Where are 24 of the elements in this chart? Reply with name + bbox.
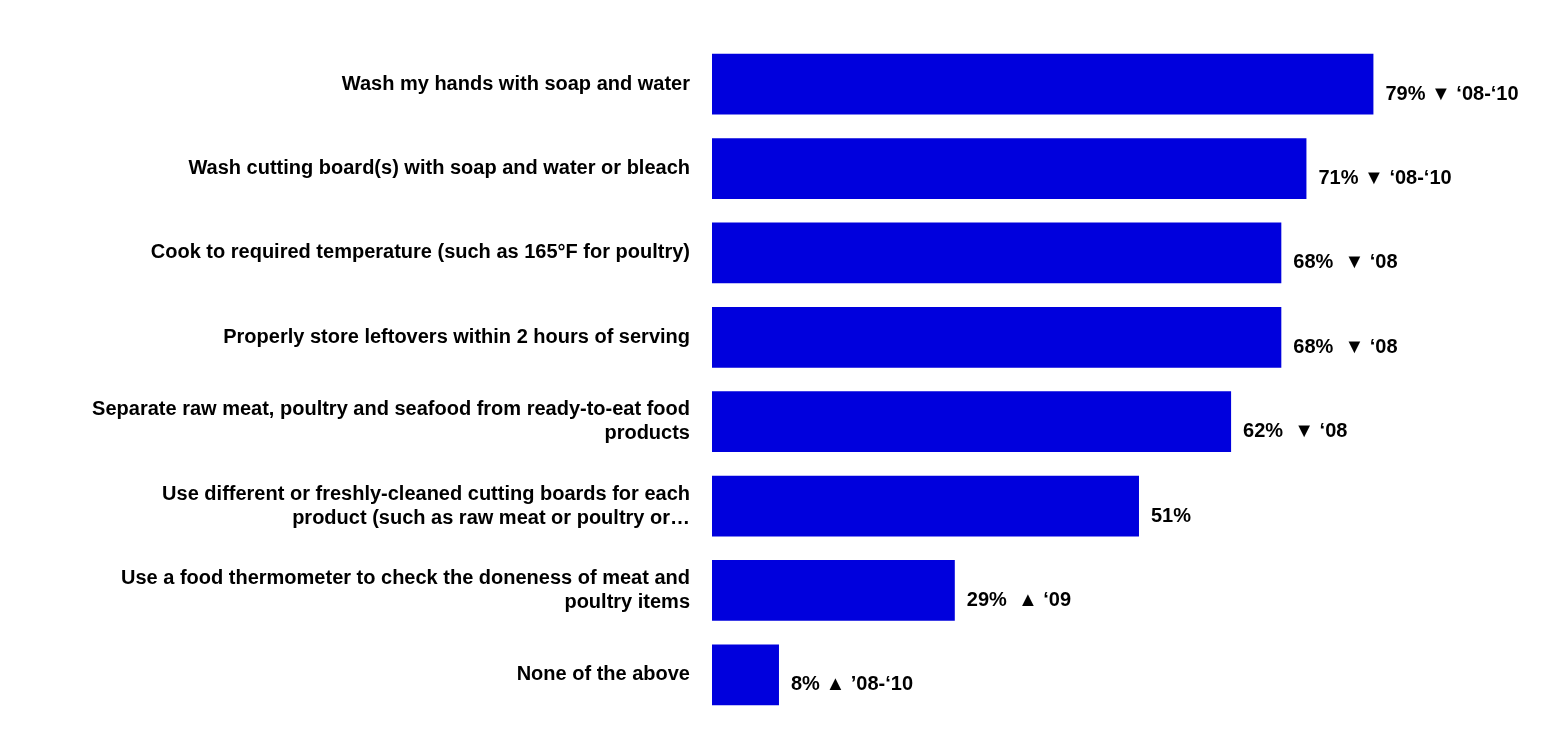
data-label: 68% ▼ ‘08: [1293, 334, 1398, 357]
bar: [712, 222, 1282, 284]
y-tick-label: Wash cutting board(s) with soap and water or bleach: [188, 156, 690, 179]
bar: [712, 391, 1232, 453]
data-label: 29% ▲ ‘09: [966, 587, 1072, 610]
data-label: 62% ▼ ‘08: [1243, 419, 1348, 442]
y-tick-label: Wash my hands with soap and water: [341, 71, 691, 94]
bar: [712, 644, 779, 706]
y-tick-label: Separate raw meat, poultry and seafood from ready-to-eat food products: [92, 397, 690, 444]
data-label: 8% ▲ ’08-‘10: [790, 672, 914, 695]
y-tick-label: Use different or freshly-cleaned cutting boards for each product (such as raw meat or poultry or…: [162, 481, 690, 528]
y-tick-label: None of the above: [516, 662, 690, 685]
bar: [712, 306, 1282, 368]
y-tick-label: Cook to required temperature (such as 165°F for poultry): [150, 240, 690, 263]
bar: [712, 475, 1139, 537]
data-label: 51%: [1150, 503, 1192, 526]
y-tick-label: Use a food thermometer to check the doneness of meat and poultry items: [120, 565, 690, 612]
data-label: 68% ▼ ‘08: [1293, 250, 1398, 273]
data-label: 71% ▼ ‘08-‘10: [1318, 166, 1452, 189]
y-tick-label: Properly store leftovers within 2 hours of serving: [223, 324, 690, 347]
bar: [712, 560, 955, 621]
bar: [712, 138, 1307, 199]
data-label: 79% ▼ ‘08-‘10: [1385, 81, 1519, 104]
bar: [712, 53, 1374, 115]
